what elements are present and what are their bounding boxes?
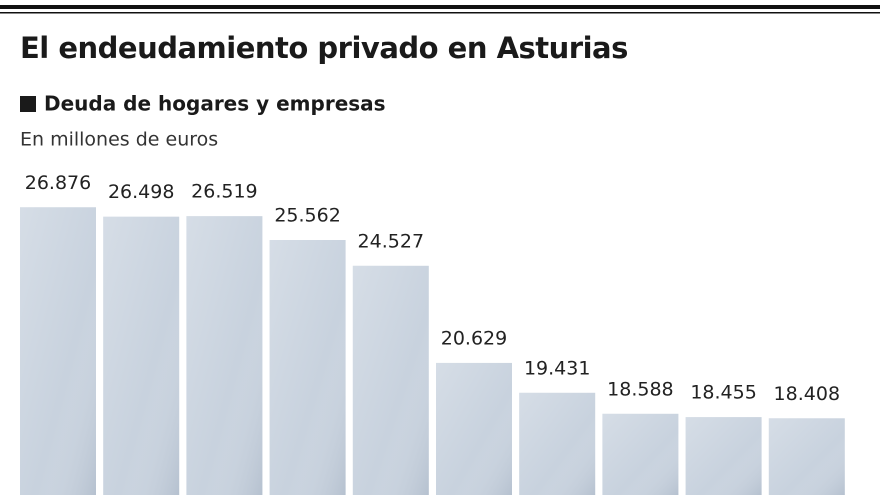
- bar-shade: [103, 216, 180, 495]
- value-label: 26.519: [191, 181, 257, 203]
- header-rule: [0, 5, 880, 9]
- value-label: 18.455: [690, 382, 756, 404]
- unit-label: En millones de euros: [20, 129, 218, 151]
- bar-shade: [352, 265, 429, 495]
- bar-shade: [20, 207, 96, 495]
- value-label: 18.588: [607, 378, 673, 400]
- bar-shade: [602, 413, 679, 495]
- value-label: 18.408: [774, 383, 840, 405]
- value-label: 26.876: [25, 172, 91, 194]
- value-label: 25.562: [274, 204, 340, 226]
- value-label: 26.498: [108, 181, 174, 203]
- bar-shade: [269, 239, 346, 495]
- bar-shade: [768, 418, 845, 495]
- bar-shade: [685, 417, 762, 495]
- value-label: 24.527: [358, 230, 424, 252]
- chart-subtitle: Deuda de hogares y empresas: [44, 92, 386, 116]
- bar-shade: [519, 392, 596, 495]
- chart-title: El endeudamiento privado en Asturias: [20, 31, 628, 65]
- bar-shade: [436, 362, 512, 495]
- legend-square: [20, 96, 36, 112]
- value-label: 20.629: [441, 327, 507, 349]
- header-rule-thin: [0, 12, 880, 14]
- value-label: 19.431: [524, 357, 590, 379]
- bar-shade: [186, 216, 263, 495]
